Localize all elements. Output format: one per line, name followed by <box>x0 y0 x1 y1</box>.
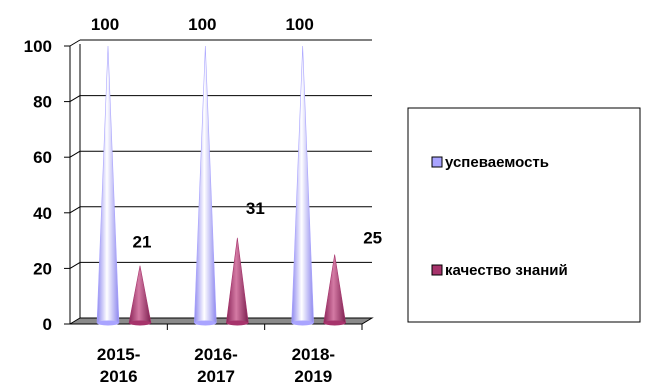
cone-bar-kachestvo <box>128 265 152 324</box>
cone-bar-uspevaemost <box>194 45 217 324</box>
cone-bars <box>96 45 347 326</box>
y-tick-label: 80 <box>33 93 52 112</box>
data-label: 100 <box>285 15 313 34</box>
gridline-depth <box>69 95 81 103</box>
data-label: 100 <box>91 15 119 34</box>
gridline-depth <box>69 261 81 269</box>
cone-base <box>226 320 249 326</box>
cone-base <box>323 320 346 326</box>
gridline-depth <box>69 206 81 214</box>
gridline-depth <box>69 150 81 158</box>
x-tick-label: 2016-2017 <box>194 345 237 386</box>
gridline-depth <box>69 39 81 47</box>
x-axis-labels: 2015-2016 2016-2017 2018-2019 <box>97 324 363 386</box>
data-label: 21 <box>133 233 152 252</box>
y-tick-label: 0 <box>43 315 52 334</box>
y-axis-ticks: 0 20 40 60 80 100 <box>24 37 70 334</box>
data-labels: 100 21 100 31 100 25 <box>91 15 382 252</box>
x-tick-label: 2018-2019 <box>292 345 335 386</box>
legend: успеваемость качество знаний <box>407 107 641 323</box>
cone-bar-uspevaemost <box>96 45 120 324</box>
data-label: 31 <box>246 199 265 218</box>
cone-bar-kachestvo <box>323 254 347 324</box>
y-tick-label: 100 <box>24 37 52 56</box>
legend-box <box>407 107 641 323</box>
y-tick-label: 40 <box>33 204 52 223</box>
y-tick-label: 20 <box>33 259 52 278</box>
legend-label-kachestvo: качество знаний <box>445 262 568 279</box>
cone-base <box>194 320 217 326</box>
cone-bar-uspevaemost <box>291 45 314 324</box>
data-label: 100 <box>188 15 216 34</box>
legend-swatch-uspevaemost <box>431 156 443 168</box>
cone-base <box>129 320 151 326</box>
cone-base <box>97 320 119 326</box>
y-tick-label: 60 <box>33 148 52 167</box>
data-label: 25 <box>363 229 382 248</box>
x-tick-label: 2015-2016 <box>97 345 140 386</box>
cone-bar-kachestvo <box>225 237 249 324</box>
legend-label-uspevaemost: успеваемость <box>445 154 549 171</box>
cone-base <box>291 320 314 326</box>
legend-swatch-kachestvo <box>431 264 443 276</box>
gridlines <box>69 39 372 269</box>
